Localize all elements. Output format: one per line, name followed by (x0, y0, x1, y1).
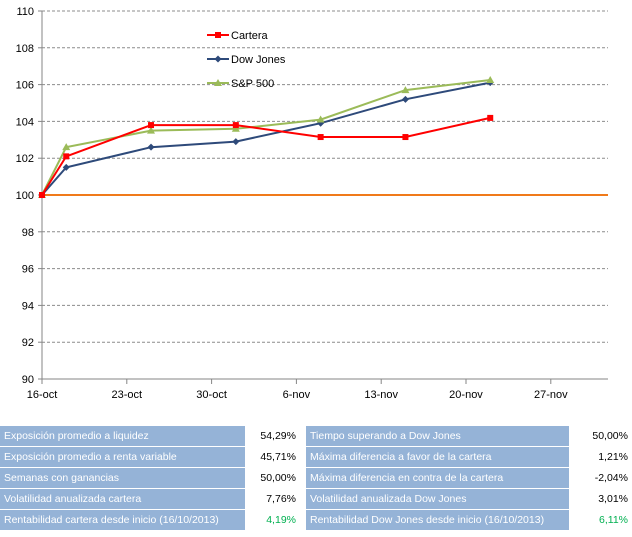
x-tick-label: 20-nov (449, 389, 483, 401)
data-point (62, 163, 70, 171)
stat-row: Rentabilidad Dow Jones desde inicio (16/… (306, 509, 632, 531)
data-point (147, 126, 156, 134)
data-point (487, 114, 494, 121)
data-point (401, 86, 410, 94)
data-point (62, 143, 71, 151)
stat-value: -2,04% (569, 467, 632, 489)
dowjones-stats-table: Tiempo superando a Dow Jones 50,00% Máxim… (306, 426, 632, 531)
portfolio-stats-table: Exposición promedio a liquidez 54,29% Exp… (0, 426, 300, 531)
stat-value: 7,76% (245, 488, 300, 510)
data-point (232, 122, 239, 129)
y-tick-label: 110 (16, 6, 34, 18)
legend-label: Cartera (231, 30, 269, 42)
stat-value: 50,00% (245, 467, 300, 489)
series-line-s-p-500 (41, 79, 491, 196)
performance-chart: 90 92 94 96 98 100 102 104 106 108 110 16-oct 23-oct… (16, 6, 608, 401)
y-tick-label: 98 (22, 227, 34, 239)
legend-label: S&P 500 (231, 78, 274, 90)
data-point (317, 134, 324, 141)
stat-value-highlight: 6,11% (569, 509, 632, 531)
x-tick-label: 23-oct (112, 389, 143, 401)
legend-marker (214, 55, 222, 63)
stat-row: Máxima diferencia a favor de la cartera 1… (306, 446, 632, 468)
stat-label: Rentabilidad cartera desde inicio (16/10… (0, 509, 245, 531)
y-tick-label: 106 (16, 80, 34, 92)
x-tick-label: 6-nov (283, 389, 311, 401)
stat-value: 45,71% (245, 446, 300, 468)
x-tick-label: 27-nov (534, 389, 568, 401)
stat-value: 50,00% (569, 426, 632, 447)
y-tick-label: 102 (16, 153, 34, 165)
data-point (148, 122, 155, 129)
stat-label: Máxima diferencia a favor de la cartera (306, 446, 569, 468)
legend-marker (214, 79, 222, 86)
y-tick-label: 96 (22, 264, 34, 276)
stat-row: Máxima diferencia en contra de la carter… (306, 467, 632, 489)
stat-label: Exposición promedio a renta variable (0, 446, 245, 468)
stat-row: Exposición promedio a renta variable 45,7… (0, 446, 300, 468)
stat-value: 1,21% (569, 446, 632, 468)
stat-value: 3,01% (569, 488, 632, 510)
data-point (232, 138, 240, 146)
data-point (316, 115, 325, 123)
x-tick-label: 16-oct (27, 389, 58, 401)
stat-label: Exposición promedio a liquidez (0, 426, 245, 447)
data-point (401, 95, 409, 103)
legend-marker (215, 32, 221, 38)
data-point (231, 124, 240, 132)
x-tick-label: 30-oct (196, 389, 227, 401)
stat-label: Rentabilidad Dow Jones desde inicio (16/… (306, 509, 569, 531)
y-tick-label: 108 (16, 43, 34, 55)
y-tick-label: 94 (22, 300, 34, 312)
data-point (147, 143, 155, 151)
stat-label: Semanas con ganancias (0, 467, 245, 489)
data-point (63, 153, 70, 160)
stat-row: Volatilidad anualizada Dow Jones 3,01% (306, 488, 632, 510)
legend-label: Dow Jones (231, 54, 286, 66)
stat-row: Tiempo superando a Dow Jones 50,00% (306, 426, 632, 447)
stat-row: Rentabilidad cartera desde inicio (16/10… (0, 509, 300, 531)
stat-label: Máxima diferencia en contra de la carter… (306, 467, 569, 489)
y-tick-label: 100 (16, 190, 34, 202)
data-point (39, 192, 45, 198)
stat-label: Volatilidad anualizada cartera (0, 488, 245, 510)
y-tick-label: 104 (16, 116, 34, 128)
stat-value-highlight: 4,19% (245, 509, 300, 531)
data-point (402, 134, 409, 141)
stat-row: Exposición promedio a liquidez 54,29% (0, 426, 300, 447)
y-tick-label: 90 (22, 374, 34, 386)
stat-row: Volatilidad anualizada cartera 7,76% (0, 488, 300, 510)
stat-label: Volatilidad anualizada Dow Jones (306, 488, 569, 510)
data-point (486, 76, 495, 83)
stat-value: 54,29% (245, 426, 300, 447)
y-tick-label: 92 (22, 337, 34, 349)
stat-row: Semanas con ganancias 50,00% (0, 467, 300, 489)
stat-label: Tiempo superando a Dow Jones (306, 426, 569, 447)
x-tick-label: 13-nov (364, 389, 398, 401)
